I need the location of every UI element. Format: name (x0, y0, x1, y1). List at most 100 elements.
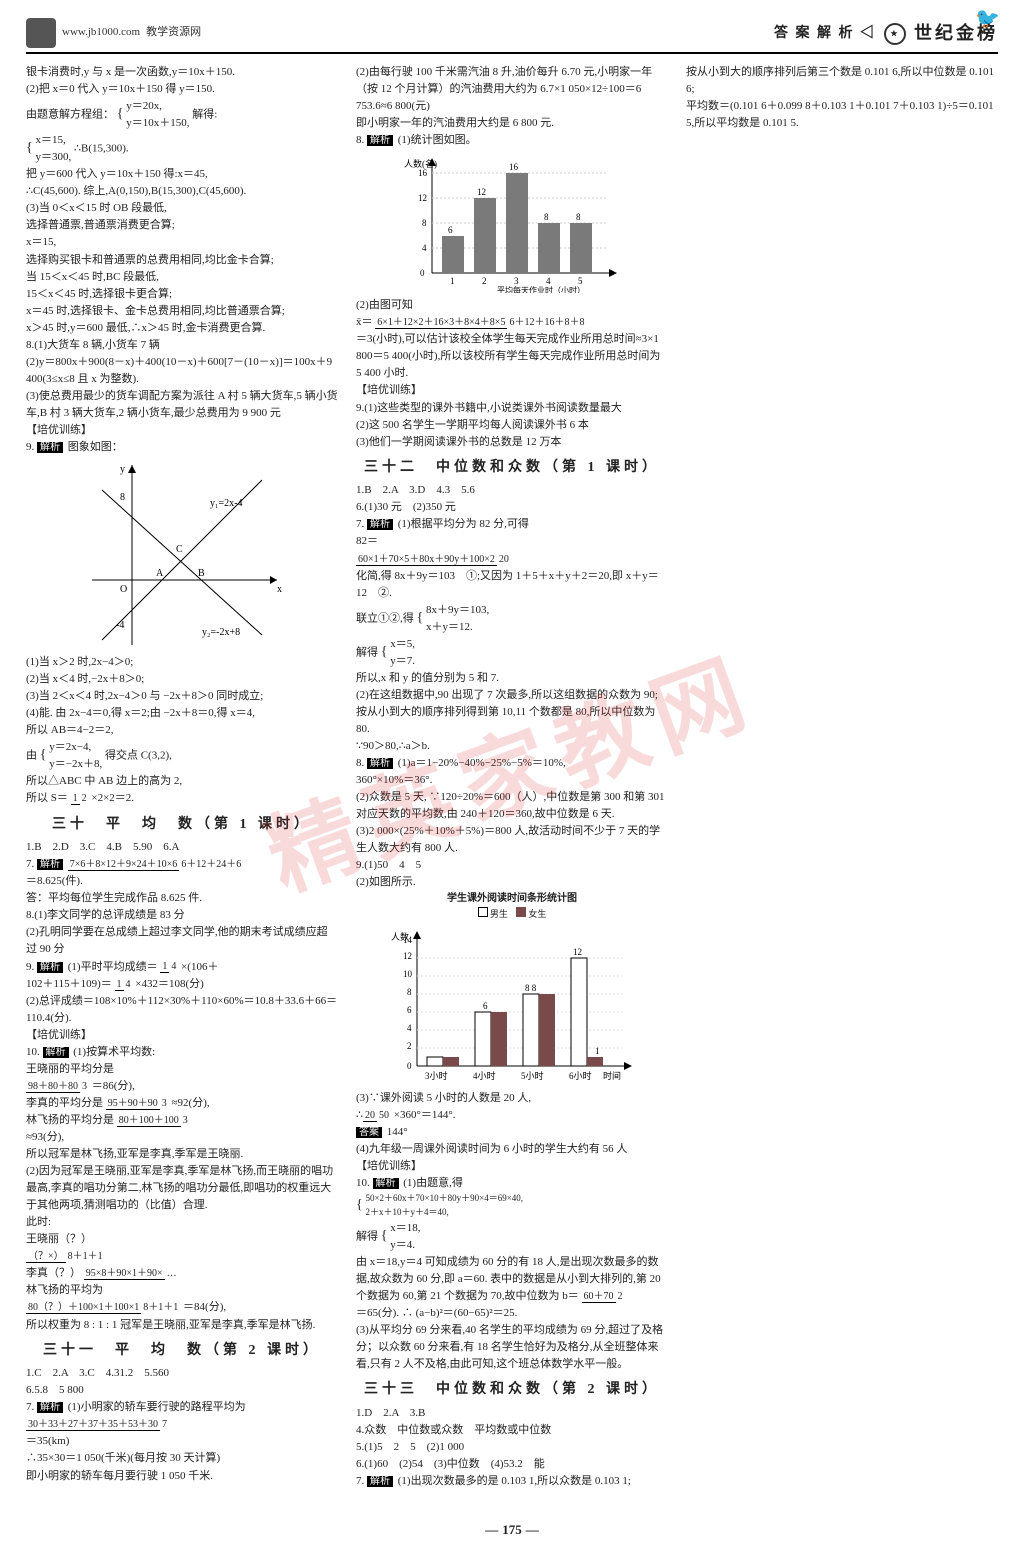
section-title-31: 三十一 平 均 数（第 2 课时） (26, 1340, 338, 1362)
eq: x＝5, (390, 636, 415, 653)
svg-text:4: 4 (407, 1023, 412, 1033)
training-label: 【培优训练】 (26, 1027, 338, 1044)
den: 8＋1＋1 (66, 1251, 105, 1262)
qnum: 7. (26, 1401, 34, 1413)
svg-text:x: x (277, 584, 282, 595)
body-text: 7. 解析 7×6＋8×12＋9×24＋10×66＋12＋24＋6 (26, 856, 338, 873)
eq: x＝15, (35, 132, 71, 149)
svg-text:8: 8 (544, 212, 549, 222)
body-text: (3)当 0＜x＜15 时 OB 段最低, (26, 200, 338, 217)
svg-text:时间: 时间 (603, 1070, 621, 1081)
text: 联立①②,得 (356, 612, 414, 624)
num: 80（？）＋100×1＋100×1 (26, 1302, 141, 1314)
den: 3 (181, 1115, 190, 1126)
legend-label: 女生 (528, 909, 546, 919)
num: 1 (160, 961, 169, 973)
svg-text:8: 8 (407, 987, 412, 997)
body-text: ≈93(分), (26, 1129, 338, 1146)
body-text: 由题意解方程组： { y＝20x, y＝10x＋150, 解得: (26, 98, 338, 132)
body-text: 9. 解析 (1)平时平均成绩＝ 14 ×(106＋ (26, 959, 338, 976)
svg-text:4小时: 4小时 (473, 1070, 496, 1081)
den: 4 (169, 961, 178, 972)
body-text: ∴C(45,600). 综上,A(0,150),B(15,300),C(45,6… (26, 183, 338, 200)
text: (1)按算术平均数: (73, 1046, 155, 1058)
body-text: 82＝ (356, 533, 668, 550)
den: 4 (124, 979, 133, 990)
text: 解得 (356, 1231, 378, 1243)
svg-text:12: 12 (573, 947, 582, 957)
page: 🐦 www.jb1000.com 教学资源网 答 案 解 析 ◁ ★ 世纪金榜 … (0, 0, 1024, 1552)
brace-icon: { (381, 1229, 388, 1244)
text: 解得 (356, 646, 378, 658)
text: 144° (387, 1126, 408, 1138)
body-text: 联立①②,得 { 8x＋9y＝103, x＋y＝12. (356, 602, 668, 636)
body-text: x＞45 时,y＝600 最低,∴x＞45 时,金卡消费更合算. (26, 320, 338, 337)
svg-text:y₁=2x-4: y₁=2x-4 (210, 498, 242, 509)
svg-text:A: A (156, 568, 164, 579)
body-text: 9. 解析 图象如图： (26, 439, 338, 456)
svg-text:16: 16 (509, 162, 519, 172)
answer-label: 答 案 解 析 ◁ (774, 23, 876, 45)
body-text: 30＋33＋27＋37＋35＋53＋307 (26, 1416, 338, 1433)
legend-label: 男生 (490, 909, 508, 919)
solution-tag: 解析 (367, 519, 393, 530)
body-text: 9.(1)这些类型的课外书籍中,小说类课外书阅读数量最大 (356, 400, 668, 417)
body-text: (2)因为冠军是王晓丽,亚军是李真,季军是林飞扬,而王晓丽的唱功最高,李真的唱功… (26, 1163, 338, 1214)
text: 所以 S＝ (26, 792, 68, 804)
svg-text:5小时: 5小时 (521, 1070, 544, 1081)
den: 8＋1＋1 (141, 1302, 180, 1313)
text: 102＋115＋109)＝ (26, 978, 112, 990)
svg-text:0: 0 (407, 1061, 412, 1071)
den: 2 (80, 793, 89, 804)
svg-text:8: 8 (422, 218, 427, 228)
num: 60×1＋70×5＋80x＋90y＋100×2 (356, 554, 497, 566)
svg-text:O: O (120, 584, 127, 595)
text: ×2×2＝2. (91, 792, 134, 804)
brace-icon: { (356, 1198, 363, 1213)
qnum: 9. (26, 441, 34, 453)
body-text: (3)当 2＜x＜4 时,2x−4＞0 与 −2x＋8＞0 同时成立; (26, 688, 338, 705)
svg-text:2: 2 (407, 1041, 412, 1051)
den: 6＋12＋16＋8＋8 (507, 317, 586, 328)
body-text: 98＋80＋803 ＝86(分), (26, 1078, 338, 1095)
body-text: { x＝15, y＝300, ∴B(15,300). (26, 132, 338, 166)
text: 82＝ (356, 535, 378, 547)
den: 50 (377, 1110, 391, 1121)
svg-text:6: 6 (407, 1005, 412, 1015)
body-text: (2)由图可知 (356, 297, 668, 314)
body-text: 即小明家一年的汽油费用大约是 6 800 元. (356, 115, 668, 132)
num: 98＋80＋80 (26, 1081, 80, 1093)
body-text: 选择购买银卡和普通票的总费用相同,均比金卡合算; (26, 252, 338, 269)
brace-icon: { (117, 107, 124, 122)
text: 李真（？） (26, 1267, 81, 1279)
brace-icon: { (26, 141, 33, 156)
text: ＝86(分), (92, 1080, 135, 1092)
body-text: 7. 解析 (1)根据平均分为 82 分,可得 (356, 516, 668, 533)
body-text: (2)孔明同学要在总成绩上超过李文同学,他的期末考试成绩应超过 90 分 (26, 924, 338, 958)
answer-row: 6.5.8 5 800 (26, 1382, 338, 1399)
body-text: 即小明家的轿车每月要行驶 1 050 千米. (26, 1468, 338, 1485)
body-text: 化简,得 8x＋9y＝103 ①;又因为 1＋5＋x＋y＋2＝20,即 x＋y＝… (356, 568, 668, 602)
body-text: （？×）8＋1＋1 (26, 1248, 338, 1265)
solution-tag: 解析 (367, 758, 393, 769)
body-text: 8. 解析 (1)a＝1−20%−40%−25%−5%＝10%, (356, 755, 668, 772)
text: ×(106＋ (181, 961, 218, 973)
body-text: 9.(1)50 4 5 (356, 857, 668, 874)
num: 95×8＋90×1＋90× (84, 1268, 165, 1280)
text: 由题意解方程组： (26, 109, 114, 121)
text: (1)平时平均成绩＝ (68, 961, 158, 973)
legend-box-male (478, 907, 488, 917)
legend-box-female (516, 907, 526, 917)
avatar-icon (26, 18, 56, 48)
body-text: 当 15＜x＜45 时,BC 段最低, (26, 269, 338, 286)
svg-text:4: 4 (422, 243, 427, 253)
body-text: 6.(1)30 元 (2)350 元 (356, 499, 668, 516)
body-text: (2)在这组数据中,90 出现了 7 次最多,所以这组数据的众数为 90;按从小… (356, 687, 668, 738)
body-text: (2)y＝800x＋900(8－x)＋400(10－x)＋600[7－(10－x… (26, 354, 338, 388)
svg-text:6小时: 6小时 (569, 1070, 592, 1081)
body-text: ∴2050 ×360°＝144°. (356, 1107, 668, 1124)
svg-text:16: 16 (418, 168, 428, 178)
text: 李真的平均分是 (26, 1097, 103, 1109)
svg-text:14: 14 (403, 935, 413, 945)
text: (1)小明家的轿车要行驶的路程平均为 (68, 1401, 246, 1413)
